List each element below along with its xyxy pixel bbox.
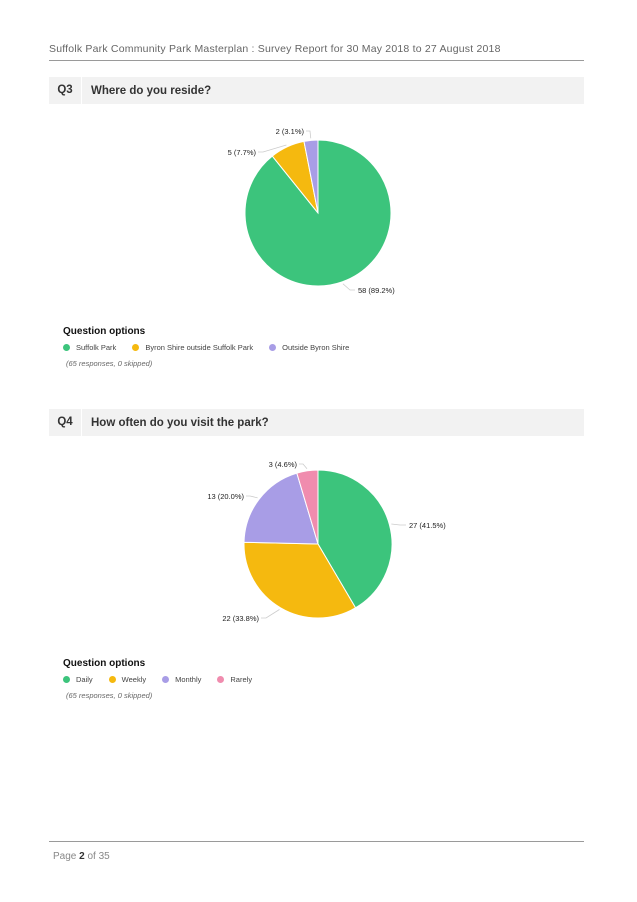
pie-leader-line [258, 144, 287, 153]
pie-slice-daily [317, 469, 393, 609]
pie-chart-q4: 27 (41.5%) 22 (33.8%) 13 (20.0%) 3 (4.6%) [207, 460, 446, 623]
pie-leader-line [246, 495, 258, 499]
legend-label: Daily [76, 675, 93, 684]
legend-label: Outside Byron Shire [282, 343, 350, 352]
legend-item-monthly: Monthly [162, 675, 201, 684]
page-footer: Page 2 of 35 [53, 851, 110, 862]
question-header-q3: Q3 Where do you reside? [49, 77, 584, 104]
legend-item-byron-shire-outside-suffolk-park: Byron Shire outside Suffolk Park [132, 343, 253, 352]
pie-slice-monthly [243, 472, 319, 545]
legend-label: Weekly [121, 675, 147, 684]
pie-data-label: 3 (4.6%) [269, 460, 298, 469]
footer-divider [49, 841, 584, 842]
legend-q4: Daily Weekly Monthly Rarely [63, 675, 268, 684]
legend-swatch [269, 344, 277, 351]
legend-item-outside-byron-shire: Outside Byron Shire [269, 343, 349, 352]
legend-label: Suffolk Park [76, 343, 117, 352]
page-current: 2 [79, 851, 85, 862]
question-number: Q4 [49, 409, 82, 436]
question-title: How often do you visit the park? [91, 416, 269, 429]
pie-slice-weekly [243, 541, 357, 619]
legend-q3: Suffolk Park Byron Shire outside Suffolk … [63, 343, 365, 352]
legend-item-daily: Daily [63, 675, 93, 684]
legend-label: Monthly [175, 675, 202, 684]
question-number: Q3 [49, 77, 82, 104]
pie-leader-line [261, 609, 280, 619]
pie-data-label: 5 (7.7%) [228, 148, 257, 157]
page-prefix: Page [53, 851, 77, 862]
legend-item-weekly: Weekly [108, 675, 147, 684]
question-options-title: Question options [63, 658, 146, 669]
legend-swatch [162, 676, 170, 683]
legend-swatch [217, 676, 225, 683]
pie-slice-suffolk-park [244, 139, 392, 287]
pie-slice-rarely [296, 469, 319, 545]
pie-leader-line [391, 523, 406, 526]
pie-slice-outside-byron-shire [303, 139, 319, 214]
header-divider [49, 60, 584, 61]
pie-data-label: 2 (3.1%) [276, 127, 305, 136]
page-of: of [87, 851, 96, 862]
pie-data-label: 27 (41.5%) [409, 521, 446, 530]
pie-data-label: 13 (20.0%) [207, 492, 244, 501]
page-total: 35 [98, 851, 110, 862]
legend-swatch [63, 676, 70, 683]
pie-chart-q3: 58 (89.2%) 5 (7.7%) 2 (3.1%) [228, 127, 396, 295]
legend-swatch [108, 676, 116, 683]
legend-swatch [63, 344, 70, 351]
pie-leader-line [299, 463, 308, 470]
pie-data-label: 22 (33.8%) [222, 614, 259, 623]
page-header: Suffolk Park Community Park Masterplan :… [49, 43, 501, 55]
question-header-q4: Q4 How often do you visit the park? [49, 409, 584, 436]
pie-data-label: 58 (89.2%) [358, 286, 395, 295]
legend-item-suffolk-park: Suffolk Park [63, 343, 116, 352]
pie-leader-line [342, 283, 355, 291]
legend-swatch [132, 344, 140, 351]
legend-label: Rarely [230, 675, 253, 684]
responses-note: (65 responses, 0 skipped) [66, 359, 153, 368]
pie-leader-line [306, 130, 312, 139]
legend-label: Byron Shire outside Suffolk Park [145, 343, 254, 352]
question-title: Where do you reside? [91, 84, 212, 97]
legend-item-rarely: Rarely [217, 675, 252, 684]
responses-note: (65 responses, 0 skipped) [66, 691, 153, 700]
question-options-title: Question options [63, 326, 146, 337]
